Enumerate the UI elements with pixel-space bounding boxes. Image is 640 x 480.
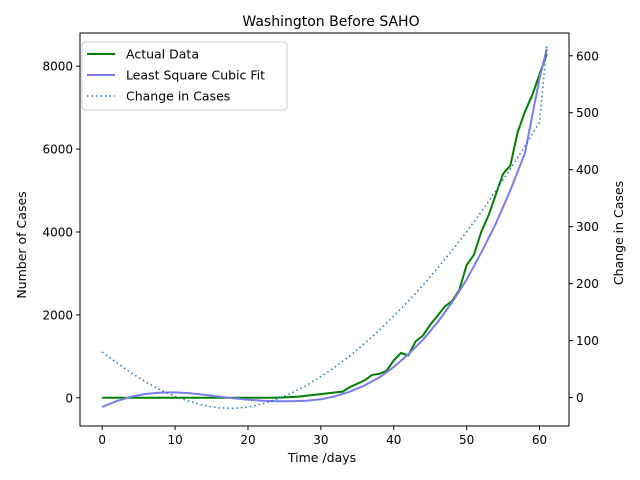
plot-frame: [79, 32, 570, 427]
chart-title: Washington Before SAHO: [242, 14, 419, 30]
series-line-change-in-cases: [101, 45, 548, 410]
x-tick-label: 10: [167, 433, 182, 447]
y-tick-label: 0: [65, 391, 73, 405]
y-tick-label: 4000: [42, 225, 73, 239]
axes: 0 10 20 30 40 50 60020004000600080000100200300…: [42, 49, 598, 447]
legend-box: [81, 41, 288, 111]
x-tick-label: 20: [240, 433, 255, 447]
y-axis-label: Number of Cases: [14, 191, 29, 298]
x-tick-label: 50: [459, 433, 474, 447]
y2-tick-label: 0: [576, 391, 584, 405]
series-line-actual-data: [102, 53, 548, 399]
y2-tick-label: 500: [576, 106, 599, 120]
x-tick-label: 60: [532, 433, 547, 447]
x-tick-label: 0: [98, 433, 106, 447]
y2-tick-label: 100: [576, 334, 599, 348]
y2-tick-label: 400: [576, 163, 599, 177]
y2-axis-label: Change in Cases: [611, 181, 626, 285]
y2-tick-label: 300: [576, 220, 599, 234]
y2-tick-label: 200: [576, 277, 599, 291]
x-tick-label: 40: [386, 433, 401, 447]
series-line-least-square-cubic-fit: [101, 48, 548, 408]
plot-area: [101, 45, 548, 410]
legend: Actual Data Least Square Cubic Fit Change …: [81, 41, 288, 111]
y-tick-label: 2000: [42, 308, 73, 322]
legend-label: Actual Data: [126, 47, 199, 62]
y2-tick-label: 600: [576, 49, 599, 63]
x-axis-label: Time /days: [287, 450, 356, 465]
y-tick-label: 8000: [42, 60, 73, 74]
x-tick-label: 30: [313, 433, 328, 447]
legend-label: Change in Cases: [126, 89, 230, 104]
y-tick-label: 6000: [42, 143, 73, 157]
legend-label: Least Square Cubic Fit: [126, 68, 265, 83]
